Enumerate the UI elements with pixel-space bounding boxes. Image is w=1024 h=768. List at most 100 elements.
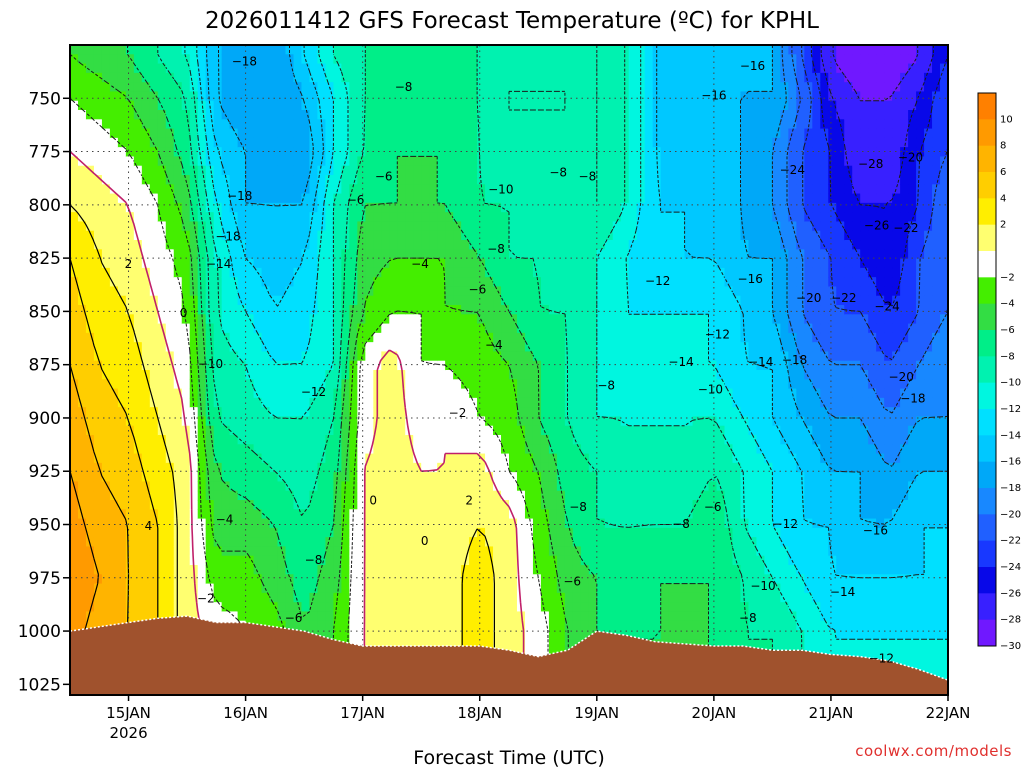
field-cell bbox=[133, 100, 143, 111]
field-cell bbox=[101, 462, 111, 473]
field-cell bbox=[381, 481, 390, 492]
field-cell bbox=[77, 518, 87, 529]
field-cell bbox=[636, 175, 646, 185]
field-cell bbox=[213, 305, 223, 315]
field-cell bbox=[516, 156, 526, 167]
field-cell bbox=[365, 100, 374, 111]
field-cell bbox=[445, 462, 454, 473]
field-cell bbox=[493, 351, 502, 362]
field-cell bbox=[421, 342, 430, 353]
field-cell bbox=[493, 546, 502, 557]
field-cell bbox=[445, 286, 454, 297]
field-cell bbox=[165, 45, 175, 55]
field-cell bbox=[365, 360, 374, 371]
field-cell bbox=[93, 45, 103, 55]
field-cell bbox=[628, 54, 638, 65]
field-cell bbox=[261, 602, 271, 613]
field-cell bbox=[301, 397, 311, 408]
field-cell bbox=[77, 72, 87, 83]
field-cell bbox=[509, 63, 518, 74]
field-cell bbox=[516, 425, 526, 436]
field-cell bbox=[588, 100, 598, 111]
field-cell bbox=[309, 240, 319, 250]
field-cell bbox=[213, 82, 223, 93]
field-cell bbox=[333, 249, 342, 260]
field-cell bbox=[245, 370, 255, 380]
field-cell bbox=[253, 583, 263, 594]
field-cell bbox=[149, 45, 159, 55]
field-cell bbox=[548, 342, 558, 353]
field-cell bbox=[237, 509, 247, 520]
field-cell bbox=[429, 193, 438, 204]
field-cell bbox=[349, 472, 358, 483]
field-cell bbox=[620, 500, 630, 510]
field-cell bbox=[77, 175, 87, 185]
field-cell bbox=[628, 314, 638, 325]
field-cell bbox=[453, 175, 462, 185]
field-cell bbox=[516, 193, 526, 204]
field-cell bbox=[548, 54, 558, 65]
field-cell bbox=[269, 342, 279, 353]
field-cell bbox=[524, 314, 534, 325]
field-cell bbox=[604, 565, 614, 575]
field-cell bbox=[85, 267, 95, 278]
field-cell bbox=[173, 388, 183, 399]
field-cell bbox=[277, 128, 287, 139]
field-cell bbox=[325, 267, 334, 278]
field-cell bbox=[157, 258, 167, 269]
field-cell bbox=[325, 323, 334, 334]
field-cell bbox=[149, 546, 159, 557]
field-cell bbox=[604, 267, 614, 278]
field-cell bbox=[109, 305, 119, 315]
field-cell bbox=[365, 509, 374, 520]
field-cell bbox=[389, 592, 398, 603]
field-cell bbox=[341, 175, 350, 185]
field-cell bbox=[564, 388, 574, 399]
field-cell bbox=[349, 518, 358, 529]
field-cell bbox=[245, 425, 255, 436]
field-cell bbox=[493, 490, 502, 501]
field-cell bbox=[604, 527, 614, 538]
field-cell bbox=[580, 555, 590, 566]
field-cell bbox=[572, 147, 582, 158]
field-cell bbox=[397, 518, 406, 529]
field-cell bbox=[141, 360, 151, 371]
field-cell bbox=[540, 472, 550, 483]
field-cell bbox=[540, 462, 550, 473]
field-cell bbox=[604, 63, 614, 74]
field-cell bbox=[93, 379, 103, 390]
field-cell bbox=[461, 425, 470, 436]
field-cell bbox=[189, 518, 199, 529]
field-cell bbox=[333, 444, 342, 455]
field-cell bbox=[477, 388, 486, 399]
field-cell bbox=[532, 620, 542, 631]
field-cell bbox=[373, 82, 382, 93]
field-cell bbox=[540, 175, 550, 185]
field-cell bbox=[469, 156, 478, 167]
field-cell bbox=[413, 295, 422, 306]
field-cell bbox=[628, 45, 638, 55]
field-cell bbox=[381, 537, 390, 548]
field-cell bbox=[93, 258, 103, 269]
field-cell bbox=[564, 249, 574, 260]
field-cell bbox=[365, 147, 374, 158]
field-cell bbox=[437, 462, 446, 473]
field-cell bbox=[141, 156, 151, 167]
field-cell bbox=[588, 602, 598, 613]
field-cell bbox=[229, 518, 239, 529]
field-cell bbox=[413, 481, 422, 492]
field-cell bbox=[612, 462, 622, 473]
field-cell bbox=[564, 518, 574, 529]
field-cell bbox=[405, 351, 414, 362]
field-cell bbox=[117, 583, 127, 594]
field-cell bbox=[317, 119, 327, 130]
field-cell bbox=[516, 351, 526, 362]
field-cell bbox=[421, 435, 430, 445]
field-cell bbox=[429, 611, 438, 622]
field-cell bbox=[556, 472, 566, 483]
field-cell bbox=[524, 416, 534, 427]
field-cell bbox=[261, 453, 271, 464]
field-cell bbox=[564, 342, 574, 353]
field-cell bbox=[516, 230, 526, 241]
field-cell bbox=[245, 453, 255, 464]
